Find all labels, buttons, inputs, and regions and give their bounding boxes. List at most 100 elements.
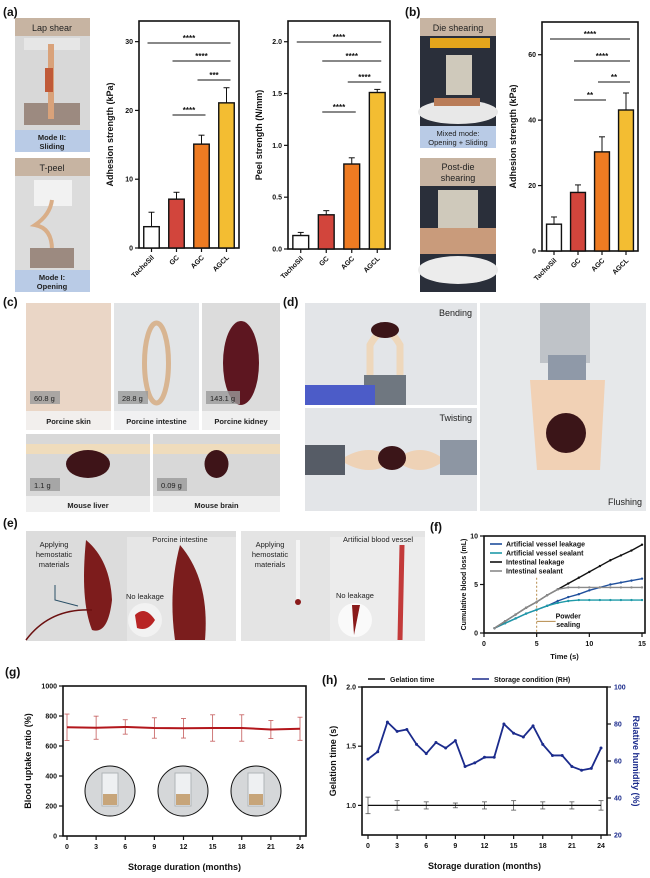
y-tick-label: 1000 <box>41 684 57 691</box>
legend-label: Intestinal leakage <box>506 560 564 567</box>
photo-caption-bending: Bending <box>439 308 472 318</box>
caption-band <box>26 496 150 512</box>
data-point <box>567 595 570 599</box>
data-point <box>599 746 603 750</box>
bar-chart-b: 0 20 40 60 Adhesion strength (kPa) TachoSil GC… <box>508 21 639 283</box>
data-point <box>535 608 538 611</box>
photo-t-peel: T-peel Mode I: Opening <box>15 158 90 292</box>
x-tick-label: 3 <box>395 843 399 850</box>
y-tick-label: 0.5 <box>272 195 282 202</box>
caption-band <box>114 411 199 430</box>
x-tick-label: 9 <box>152 844 156 851</box>
x-tick-label: 24 <box>296 844 304 851</box>
significance-label: **** <box>596 52 609 61</box>
weight-label: 28.8 g <box>122 394 143 403</box>
photo-porcine-skin: 60.8 g Porcine skin <box>26 303 111 430</box>
y-tick-label: 0 <box>474 631 478 638</box>
data-point <box>588 570 591 574</box>
bar-agc <box>193 143 210 249</box>
x-tick-label: 21 <box>568 843 576 850</box>
data-point <box>560 753 564 757</box>
legend-label: Storage condition (RH) <box>494 677 570 684</box>
y-tick-label: 2.0 <box>346 685 356 692</box>
data-point <box>580 768 584 772</box>
data-point <box>535 600 538 604</box>
photo-title: Die shearing <box>433 23 484 33</box>
bar-agcl <box>617 109 635 252</box>
annotation-label: sealing <box>556 622 580 629</box>
data-point <box>546 604 549 608</box>
weight-badge <box>30 391 60 404</box>
y-tick-label: 10 <box>125 177 133 184</box>
data-point <box>588 586 591 589</box>
y-axis-label: Cumulative blood loss (mL) <box>461 539 468 631</box>
plot-frame <box>541 21 639 252</box>
photo-title: Lap shear <box>32 23 72 33</box>
photo-porcine-intestine: Applying hemostatic materials Porcine in… <box>25 531 236 641</box>
photo-title: Artificial blood vessel <box>343 535 413 544</box>
weight-label: 143.1 g <box>210 394 235 403</box>
photo-die-shearing: Die shearing Mixed mode: Opening + Slidi… <box>418 18 498 148</box>
x-tick-label: AGC <box>340 255 356 271</box>
y-right-axis-label: Relative humidity (%) <box>631 715 641 806</box>
data-point <box>598 564 602 568</box>
x-tick-label: 6 <box>424 843 428 850</box>
bar-chart-a1: 0 10 20 30 Adhesion strength (kPa) TachoSil GC… <box>105 20 240 280</box>
data-point <box>385 720 389 724</box>
photo-caption: Mode I: <box>39 273 65 282</box>
data-point <box>567 599 570 603</box>
y-tick-label: 1.0 <box>346 803 356 810</box>
y-tick-label: 200 <box>45 804 57 811</box>
tissue-name: Mouse liver <box>67 501 108 510</box>
data-point <box>541 742 545 746</box>
weight-badge <box>157 478 187 491</box>
bar-tachosil <box>292 234 310 250</box>
photo-caption: Mode II: <box>38 133 66 142</box>
data-point <box>609 559 612 562</box>
annotation: materials <box>255 560 286 569</box>
significance-label: *** <box>209 71 219 80</box>
photo-lap-shear: Lap shear Mode II: Sliding <box>15 18 90 152</box>
vial-photo <box>230 765 282 817</box>
x-tick-label: GC <box>318 255 330 267</box>
data-point <box>577 593 580 596</box>
tissue-name: Porcine kidney <box>214 417 268 426</box>
bar-tachosil <box>545 223 563 252</box>
photo-caption-flushing: Flushing <box>608 497 642 507</box>
data-point <box>609 598 612 602</box>
intestine-shape <box>142 320 171 406</box>
photo-caption: Opening <box>37 282 68 291</box>
data-point <box>589 766 593 770</box>
line-chart-g: 0 3 6 9 12 15 18 21 24 0 200 400 600 800 1000 Storage d… <box>23 684 307 872</box>
x-tick-label: AGC <box>590 257 606 273</box>
line-chart-h: 0 3 6 9 12 15 18 21 24 1.0 1.5 2.0 Storage duration … <box>328 677 641 871</box>
panel-label-b: (b) <box>405 5 420 19</box>
significance-label: **** <box>346 52 359 61</box>
bar-tachosil <box>143 225 160 249</box>
photo-post-die-shearing: Post-die shearing <box>418 158 498 292</box>
tissue-name: Porcine intestine <box>126 417 186 426</box>
y-tick-label: 0.0 <box>272 247 282 254</box>
photo-flushing: Flushing <box>480 303 646 511</box>
data-point <box>503 620 507 623</box>
weight-label: 60.8 g <box>34 394 55 403</box>
y-right-tick-label: 20 <box>614 833 622 840</box>
data-point <box>609 586 612 589</box>
x-axis-label: Time (s) <box>550 652 579 661</box>
y-tick-label: 800 <box>45 714 57 721</box>
x-tick-label: TachoSil <box>280 255 305 280</box>
y-tick-label: 20 <box>125 108 133 115</box>
data-point <box>503 622 507 625</box>
data-point <box>640 543 644 546</box>
vial-photo <box>157 765 209 817</box>
photo-caption: Mixed mode: <box>437 129 480 138</box>
data-point <box>492 755 496 759</box>
y-tick-label: 40 <box>528 118 536 125</box>
x-tick-label: GC <box>169 254 181 266</box>
x-tick-label: 6 <box>123 844 127 851</box>
x-tick-label: 15 <box>510 843 518 850</box>
significance-label: **** <box>183 106 196 115</box>
photo-porcine-kidney: 143.1 g Porcine kidney <box>202 303 280 430</box>
y-tick-label: 5 <box>474 582 478 589</box>
x-tick-label: 0 <box>366 843 370 850</box>
